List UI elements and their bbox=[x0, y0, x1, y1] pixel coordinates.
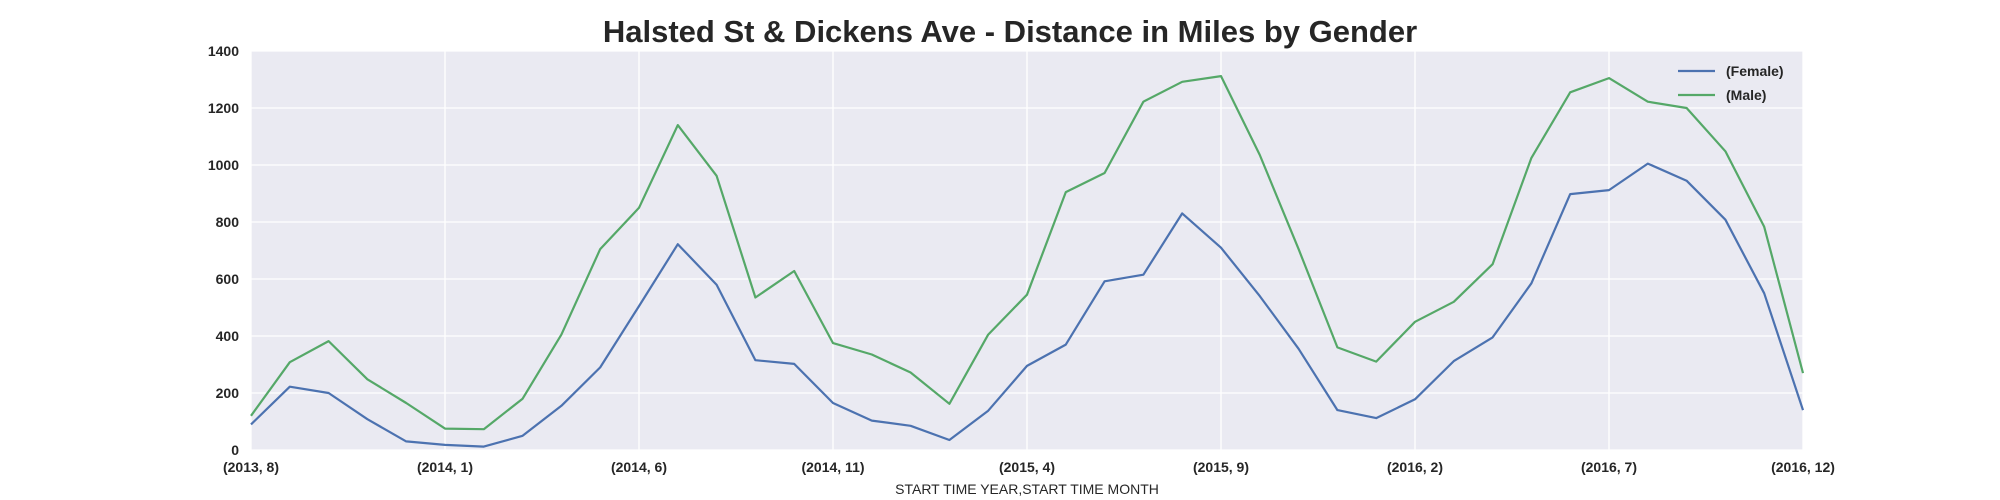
x-tick-label: (2016, 12) bbox=[1771, 459, 1835, 475]
x-tick-label: (2015, 9) bbox=[1193, 459, 1249, 475]
grid-lines bbox=[250, 50, 1804, 451]
chart-title: Halsted St & Dickens Ave - Distance in M… bbox=[603, 14, 1417, 49]
legend-label: (Female) bbox=[1726, 63, 1784, 79]
x-tick-label: (2014, 1) bbox=[417, 459, 473, 475]
y-tick-label: 800 bbox=[216, 214, 240, 230]
y-tick-label: 1400 bbox=[208, 43, 239, 59]
y-tick-label: 0 bbox=[231, 442, 239, 458]
y-tick-label: 1000 bbox=[208, 157, 239, 173]
legend-label: (Male) bbox=[1726, 87, 1766, 103]
legend: (Female) (Male) bbox=[1678, 63, 1784, 103]
x-axis-ticks: (2013, 8) (2014, 1) (2014, 6) (2014, 11) (20… bbox=[223, 459, 1835, 475]
series-line-1 bbox=[250, 74, 1805, 431]
x-tick-label: (2014, 11) bbox=[801, 459, 864, 475]
series-lines bbox=[250, 74, 1805, 448]
series-line-0 bbox=[250, 162, 1805, 448]
x-tick-label: (2015, 4) bbox=[999, 459, 1055, 475]
x-tick-label: (2013, 8) bbox=[223, 459, 279, 475]
x-tick-label: (2016, 2) bbox=[1387, 459, 1443, 475]
x-tick-label: (2014, 6) bbox=[611, 459, 667, 475]
y-tick-label: 400 bbox=[216, 328, 240, 344]
x-tick-label: (2016, 7) bbox=[1581, 459, 1637, 475]
y-tick-label: 1200 bbox=[208, 100, 239, 116]
y-axis-ticks: 0 200 400 600 800 1000 1200 1400 bbox=[208, 43, 239, 458]
y-tick-label: 200 bbox=[216, 385, 240, 401]
y-tick-label: 600 bbox=[216, 271, 240, 287]
x-axis-label: START TIME YEAR,START TIME MONTH bbox=[895, 481, 1159, 497]
